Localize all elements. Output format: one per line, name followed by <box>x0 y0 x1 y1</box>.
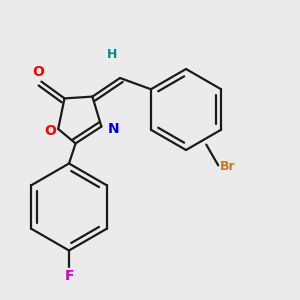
Text: O: O <box>44 124 56 137</box>
Text: Br: Br <box>220 160 236 173</box>
Text: N: N <box>107 122 119 136</box>
Text: O: O <box>32 64 44 79</box>
Text: H: H <box>107 49 118 62</box>
Text: F: F <box>64 268 74 283</box>
